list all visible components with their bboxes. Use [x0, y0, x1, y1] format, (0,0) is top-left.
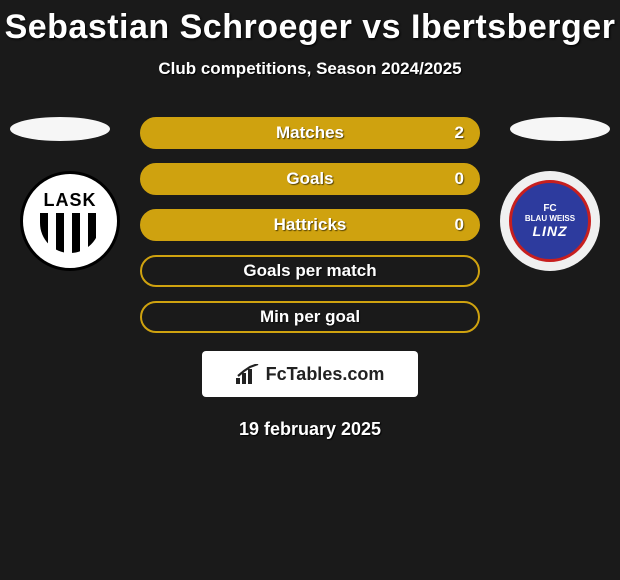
club-logo-right-fc: FC [543, 203, 556, 214]
stat-value: 0 [455, 215, 464, 235]
stat-row-goals: Goals 0 [140, 163, 480, 195]
chart-icon [236, 364, 260, 384]
brand-badge: FcTables.com [202, 351, 418, 397]
subtitle: Club competitions, Season 2024/2025 [0, 59, 620, 79]
club-logo-right: FC BLAU WEISS LINZ [500, 171, 600, 271]
stat-row-goals-per-match: Goals per match [140, 255, 480, 287]
stat-value: 2 [455, 123, 464, 143]
player-right-ellipse [510, 117, 610, 141]
club-logo-left-text: LASK [44, 190, 97, 211]
stat-row-hattricks: Hattricks 0 [140, 209, 480, 241]
player-left-ellipse [10, 117, 110, 141]
page-title: Sebastian Schroeger vs Ibertsberger [0, 8, 620, 47]
stat-label: Goals per match [243, 261, 376, 281]
club-logo-right-city: LINZ [532, 223, 567, 239]
club-logo-left: LASK [20, 171, 120, 271]
club-logo-right-bw: BLAU WEISS [525, 214, 575, 223]
stat-label: Matches [276, 123, 344, 143]
stat-label: Min per goal [260, 307, 360, 327]
stat-label: Hattricks [274, 215, 347, 235]
brand-text: FcTables.com [266, 364, 385, 385]
comparison-panel: LASK FC BLAU WEISS LINZ Matches 2 Goals … [0, 117, 620, 440]
date-text: 19 february 2025 [0, 419, 620, 440]
stat-value: 0 [455, 169, 464, 189]
stat-row-matches: Matches 2 [140, 117, 480, 149]
stat-row-min-per-goal: Min per goal [140, 301, 480, 333]
stat-label: Goals [286, 169, 333, 189]
stats-list: Matches 2 Goals 0 Hattricks 0 Goals per … [140, 117, 480, 333]
club-logo-left-stripes [40, 213, 100, 253]
